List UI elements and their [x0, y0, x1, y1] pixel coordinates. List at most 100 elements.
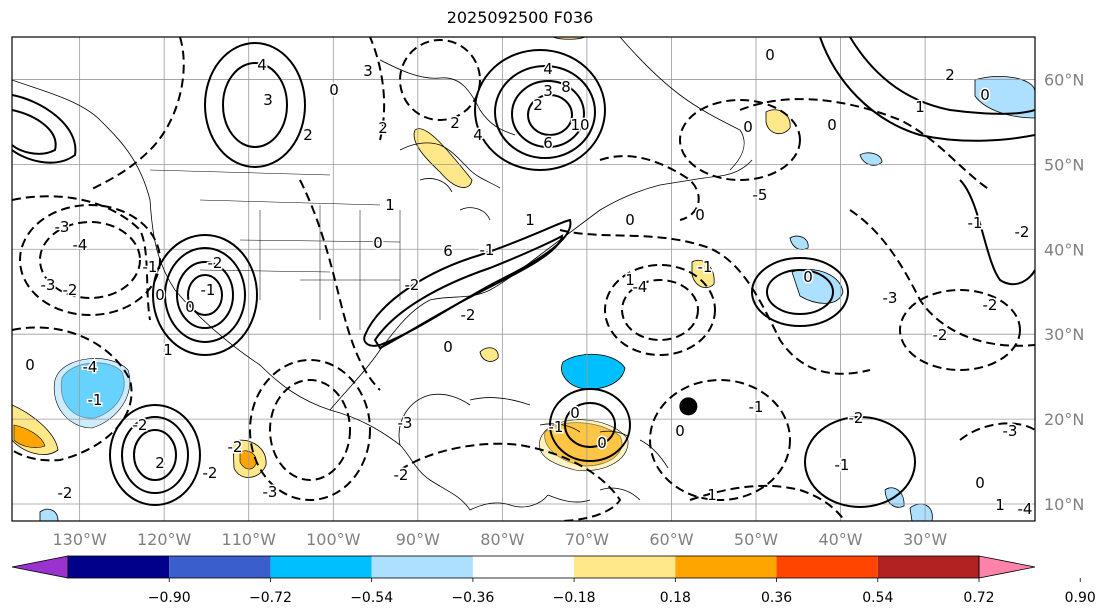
contour-label: -2 — [58, 484, 73, 502]
contour-label: 1 — [163, 341, 173, 359]
shade-patch — [859, 152, 883, 166]
contour-label: -2 — [933, 326, 948, 344]
contour-label: 6 — [443, 242, 453, 260]
contour-label: 0 — [827, 116, 837, 134]
contour-line — [819, 37, 1035, 142]
contour-label: 4 — [543, 60, 553, 78]
shade-patch — [413, 128, 473, 188]
contour-line — [604, 264, 716, 356]
contour-line — [12, 109, 57, 155]
shade-patch — [974, 76, 1035, 119]
location-marker[interactable] — [679, 397, 698, 416]
contour-label: 2 — [378, 119, 388, 137]
contour-line — [679, 99, 801, 181]
contour-line — [12, 94, 77, 164]
contour-line — [12, 326, 133, 462]
contour-label: 2 — [533, 96, 543, 114]
contour-line — [849, 209, 1035, 347]
colorbar-bin — [270, 556, 372, 578]
contour-label: 0 — [695, 206, 705, 224]
contour-label: -1 — [143, 258, 158, 276]
contour-line — [204, 42, 306, 168]
shade-patch — [789, 235, 809, 250]
contour-line — [849, 37, 1035, 115]
contour-label: 0 — [597, 434, 607, 452]
contour-line — [804, 416, 916, 508]
lon-tick-label: 80°W — [480, 530, 524, 549]
colorbar-bin — [877, 556, 979, 578]
contour-line — [164, 247, 246, 343]
contour-label: 4 — [473, 126, 483, 144]
contour-label: 0 — [329, 81, 339, 99]
shade-patch — [791, 268, 844, 304]
colorbar-tick-label: 0.90 — [1065, 590, 1096, 606]
contour-line — [511, 80, 585, 148]
contour-label: -1 — [201, 281, 216, 299]
contour-label: 0 — [185, 298, 195, 316]
contour-label: 1 — [525, 211, 535, 229]
contour-label: 0 — [155, 286, 165, 304]
lat-tick-label: 10°N — [1044, 495, 1084, 514]
contour-label: -4 — [1018, 500, 1033, 518]
colorbar-extend-low — [11, 555, 69, 579]
lon-tick-label: 90°W — [396, 530, 440, 549]
shade-patch — [53, 358, 131, 429]
contour-line — [766, 269, 834, 315]
contour-label: 0 — [803, 268, 813, 286]
colorbar-tick-label: −0.72 — [249, 590, 292, 606]
shade-patch — [13, 424, 46, 448]
contour-label: -2 — [228, 438, 243, 456]
shade-patch — [479, 347, 499, 362]
contour-label: -1 — [968, 214, 983, 232]
contour-line — [176, 261, 234, 329]
contour-line — [39, 221, 141, 299]
colorbar-tick-label: 0.18 — [660, 590, 691, 606]
colorbar-bin — [371, 556, 473, 578]
contour-label: 1 — [707, 486, 717, 504]
lat-tick-label: 40°N — [1044, 240, 1084, 259]
contour-label: -2 — [208, 254, 223, 272]
contour-label: -1 — [835, 456, 850, 474]
state-borders — [149, 169, 401, 330]
lon-tick-label: 110°W — [222, 530, 277, 549]
contour-label: 4 — [257, 56, 267, 74]
contour-line — [474, 49, 606, 171]
coastline-great-lakes — [399, 142, 501, 221]
colorbar-tick-label: 0.72 — [963, 590, 994, 606]
contour-label: -2 — [394, 466, 409, 484]
contour-label: -2 — [203, 464, 218, 482]
colorbar: −0.90 −0.72 −0.54 −0.36 −0.18 0.18 0.36 0.54 0.7… — [11, 555, 1096, 606]
coastline-hudson — [379, 59, 516, 136]
colorbar-bin — [68, 556, 170, 578]
contour-line — [689, 484, 846, 521]
contour-line — [739, 98, 991, 191]
lon-tick-label: 50°W — [734, 530, 778, 549]
contour-label: -1 — [480, 241, 495, 259]
contour-label: -2 — [983, 296, 998, 314]
contour-label: 0 — [975, 474, 985, 492]
colorbar-tick-label: 0.36 — [761, 590, 792, 606]
contour-label: -1 — [749, 398, 764, 416]
contour-label: -3 — [263, 483, 278, 501]
contour-line — [19, 204, 161, 316]
contour-label: -2 — [63, 281, 78, 299]
contour-line — [959, 422, 1035, 441]
map-background — [12, 37, 1035, 521]
contour-line — [959, 179, 1035, 286]
map-title: 2025092500 F036 — [446, 8, 594, 27]
colorbar-outline — [67, 555, 980, 579]
shade-patch — [909, 503, 933, 521]
contour-label: 0 — [675, 422, 685, 440]
lon-tick-label: 120°W — [137, 530, 192, 549]
contour-label: -1 — [88, 391, 103, 409]
contour-line — [649, 379, 791, 501]
colorbar-bin — [472, 556, 575, 578]
lon-tick-label: 70°W — [565, 530, 609, 549]
latitude-labels: 60°N 50°N 40°N 30°N 20°N 10°N — [1044, 70, 1084, 514]
contour-line — [564, 402, 616, 448]
contour-label: -3 — [398, 414, 413, 432]
lon-tick-label: 130°W — [52, 530, 107, 549]
contour-line — [89, 37, 185, 191]
contour-line — [527, 94, 573, 136]
